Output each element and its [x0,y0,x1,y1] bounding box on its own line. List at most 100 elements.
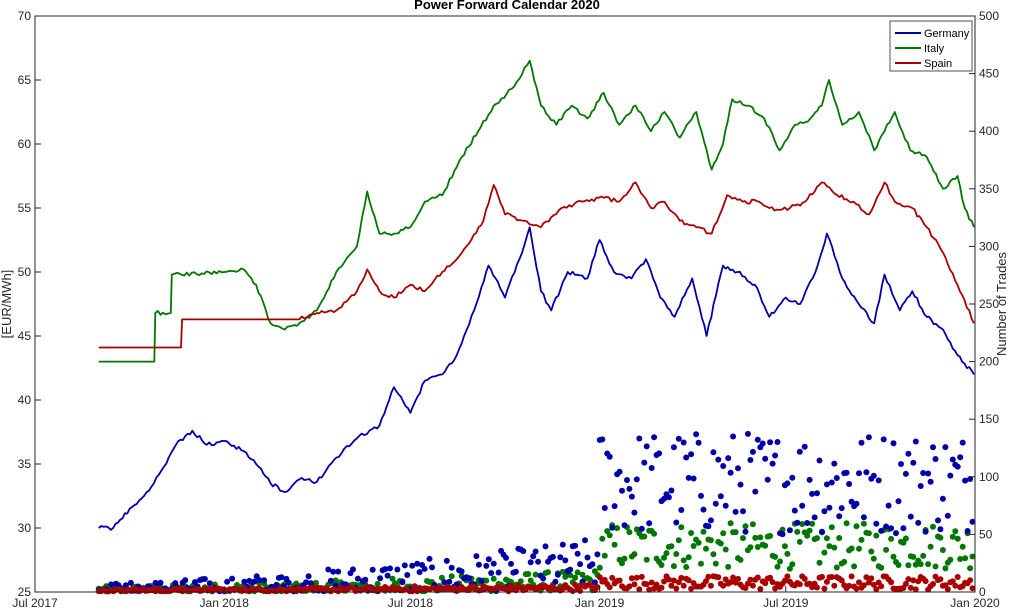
trade-point [559,568,566,575]
trade-point [475,561,482,568]
trade-point [722,546,729,553]
trade-point [910,553,917,560]
trade-point [182,577,189,584]
series-line-germany [98,226,975,531]
trade-point [589,561,596,568]
trade-point [384,572,391,579]
trade-point [895,498,902,505]
trade-point [843,520,850,527]
trade-point [278,574,285,581]
trade-point [438,574,445,581]
trade-point [828,574,835,580]
trade-point [688,451,695,458]
trade-point [912,586,919,593]
trade-point [809,520,816,527]
trade-point [902,535,909,542]
trade-point [261,577,268,584]
trade-point [641,459,648,466]
trade-point [954,574,961,580]
trade-point [939,547,946,553]
x-tick-label: Jul 2017 [12,596,58,610]
trade-point [609,574,616,581]
trade-point [458,568,465,575]
trade-point [350,566,356,573]
trade-point [668,543,675,550]
trade-point [814,535,820,542]
trade-point [483,577,490,584]
trade-point [698,560,704,567]
trade-point [858,439,865,446]
trade-point [801,575,808,582]
trade-point [611,503,618,510]
trade-point [831,460,838,467]
trade-point [922,578,929,585]
trade-point [794,519,801,526]
trade-point [675,537,682,544]
trade-point [700,528,707,535]
x-tick-label: Jan 2019 [575,596,625,610]
trade-point [399,579,406,586]
left-y-axis: 25 30 35 40 45 50 55 60 65 70 [18,9,41,599]
trade-point [192,579,198,585]
trade-point [574,569,581,576]
trade-point [737,556,744,563]
trade-point [673,585,680,592]
trade-point [715,574,722,581]
trade-point [841,558,848,565]
trade-point [735,575,741,582]
trade-point [377,575,384,582]
right-tick-label: 0 [979,585,986,599]
trade-point [947,472,954,479]
trade-point [520,548,527,555]
trade-point [888,579,895,586]
trade-point [959,543,966,550]
trade-point [720,582,727,589]
trade-point [885,502,892,509]
trade-point [856,579,862,586]
trade-point [616,577,623,584]
trade-point [767,532,774,539]
trade-point [485,556,492,563]
trade-point [772,585,779,592]
trade-point [959,439,966,446]
trade-point [900,525,907,532]
trade-point [448,573,455,580]
legend-label: Germany [924,28,970,40]
legend-label: Spain [924,58,952,70]
trade-point [616,468,623,475]
trade-point [582,537,588,544]
trade-point [488,570,495,576]
trade-point [633,574,640,581]
trade-point [947,556,954,563]
trade-point [831,544,838,551]
trades-scatter-layer [95,430,976,595]
trade-point [767,574,774,581]
trade-point [777,558,783,565]
trade-point [856,470,862,477]
trade-point [732,508,739,515]
trade-point [404,572,411,578]
trade-point [631,581,638,588]
trade-point [895,562,902,568]
trade-point [898,461,904,467]
trade-point [285,579,292,586]
left-tick-label: 70 [18,9,32,23]
trade-point [703,578,709,585]
trade-point [846,481,853,487]
x-tick-label: Jul 2018 [388,596,434,610]
trade-point [890,440,897,447]
trade-point [873,520,880,527]
right-tick-label: 150 [979,412,999,426]
trade-point [552,578,559,585]
trade-point [633,476,640,483]
trade-point [643,556,650,563]
trade-point [801,443,808,450]
trade-point [241,578,248,585]
trade-point [631,509,638,516]
trade-point [814,584,820,591]
trade-point [875,477,882,484]
trade-point [912,438,919,445]
trade-point [814,490,820,497]
x-axis: Jul 2017 Jan 2018 Jul 2018 Jan 2019 Jul 2019… [12,586,1000,610]
